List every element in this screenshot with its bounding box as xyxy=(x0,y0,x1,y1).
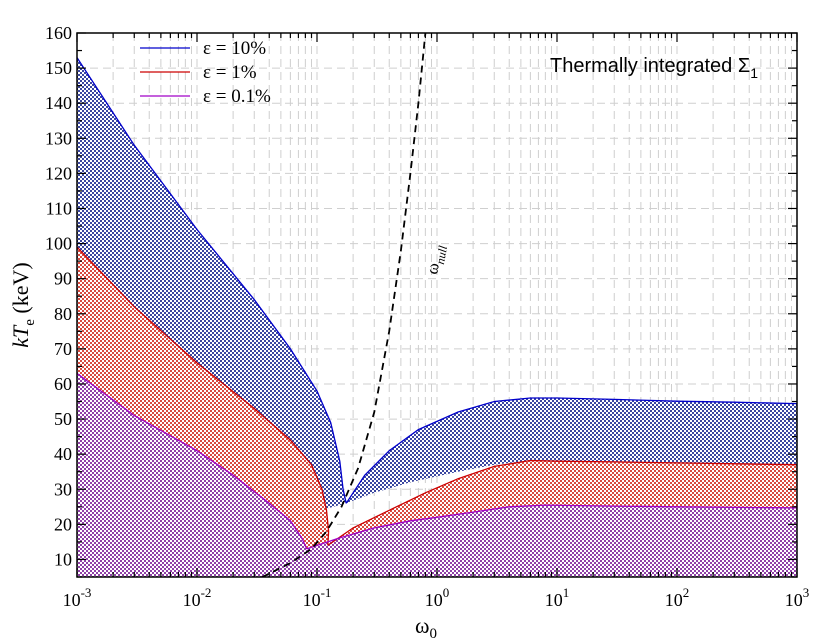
y-tick-label: 80 xyxy=(54,304,72,324)
annotation-sub: 1 xyxy=(750,65,758,81)
x-axis-label-sub: 0 xyxy=(429,626,437,642)
x-tick-label: 10-1 xyxy=(303,585,332,610)
x-tick-exp: 2 xyxy=(683,585,690,600)
x-tick-exp: -3 xyxy=(81,585,92,600)
null-line-label: ωnull xyxy=(422,242,450,276)
x-axis-label: ω0 xyxy=(415,613,437,642)
series-line-eps-10 xyxy=(77,57,797,504)
x-tick-base: 10 xyxy=(785,590,803,610)
series-area-eps-0.1 xyxy=(77,373,797,577)
y-axis-label: kTe (keV) xyxy=(8,262,38,347)
y-tick-label: 140 xyxy=(45,93,72,113)
x-tick-base: 10 xyxy=(183,590,201,610)
x-tick-exp: 1 xyxy=(563,585,570,600)
x-tick-exp: -2 xyxy=(201,585,212,600)
x-tick-base: 10 xyxy=(545,590,563,610)
x-tick-label: 103 xyxy=(785,585,810,610)
y-tick-label: 20 xyxy=(54,514,72,534)
axis-ticks xyxy=(76,32,798,578)
x-tick-base: 10 xyxy=(665,590,683,610)
x-tick-exp: -1 xyxy=(321,585,332,600)
legend-label-eps-0.1: ε = 0.1% xyxy=(203,86,271,107)
y-tick-label: 70 xyxy=(54,339,72,359)
y-axis-label-suffix: (keV) xyxy=(8,262,33,319)
y-tick-label: 150 xyxy=(45,58,72,78)
y-tick-label: 120 xyxy=(45,163,72,183)
x-tick-label: 100 xyxy=(425,585,450,610)
x-tick-base: 10 xyxy=(63,590,81,610)
x-tick-exp: 3 xyxy=(803,585,810,600)
y-tick-labels: 10 20 30 40 50 60 70 80 90 100 110 120 130 140 150 160 xyxy=(45,23,72,569)
y-tick-label: 10 xyxy=(54,549,72,569)
x-tick-exp: 0 xyxy=(443,585,450,600)
chart-annotation: Thermally integrated Σ1 xyxy=(550,55,758,81)
x-axis-label-text: ω xyxy=(415,613,429,638)
x-tick-labels: 10-3 10-2 10-1 100 101 102 103 xyxy=(63,585,810,610)
annotation-text: Thermally integrated Σ xyxy=(550,55,750,77)
series-line-eps-0.1 xyxy=(77,372,797,550)
omega-null-line xyxy=(261,33,427,577)
x-tick-label: 10-3 xyxy=(63,585,92,610)
y-tick-label: 100 xyxy=(45,234,72,254)
x-tick-label: 10-2 xyxy=(183,585,212,610)
legend-label-eps-10: ε = 10% xyxy=(203,38,266,59)
legend-label-eps-1: ε = 1% xyxy=(203,62,257,83)
y-tick-label: 40 xyxy=(54,444,72,464)
null-line-label-sub: null xyxy=(433,244,450,265)
y-tick-label: 50 xyxy=(54,409,72,429)
y-axis-label-text: kT xyxy=(8,324,33,348)
y-tick-label: 110 xyxy=(46,198,72,218)
y-axis-label-sub: e xyxy=(22,319,38,326)
series-line-eps-1 xyxy=(77,246,797,546)
y-tick-label: 60 xyxy=(54,374,72,394)
x-tick-base: 10 xyxy=(303,590,321,610)
y-tick-label: 90 xyxy=(54,269,72,289)
y-tick-label: 130 xyxy=(45,128,72,148)
y-tick-label: 30 xyxy=(54,479,72,499)
null-line-label-text: ω xyxy=(422,261,443,275)
x-tick-label: 101 xyxy=(545,585,570,610)
x-tick-base: 10 xyxy=(425,590,443,610)
x-tick-label: 102 xyxy=(665,585,690,610)
y-tick-label: 160 xyxy=(45,23,72,43)
legend: ε = 10% ε = 1% ε = 0.1% xyxy=(140,38,271,107)
